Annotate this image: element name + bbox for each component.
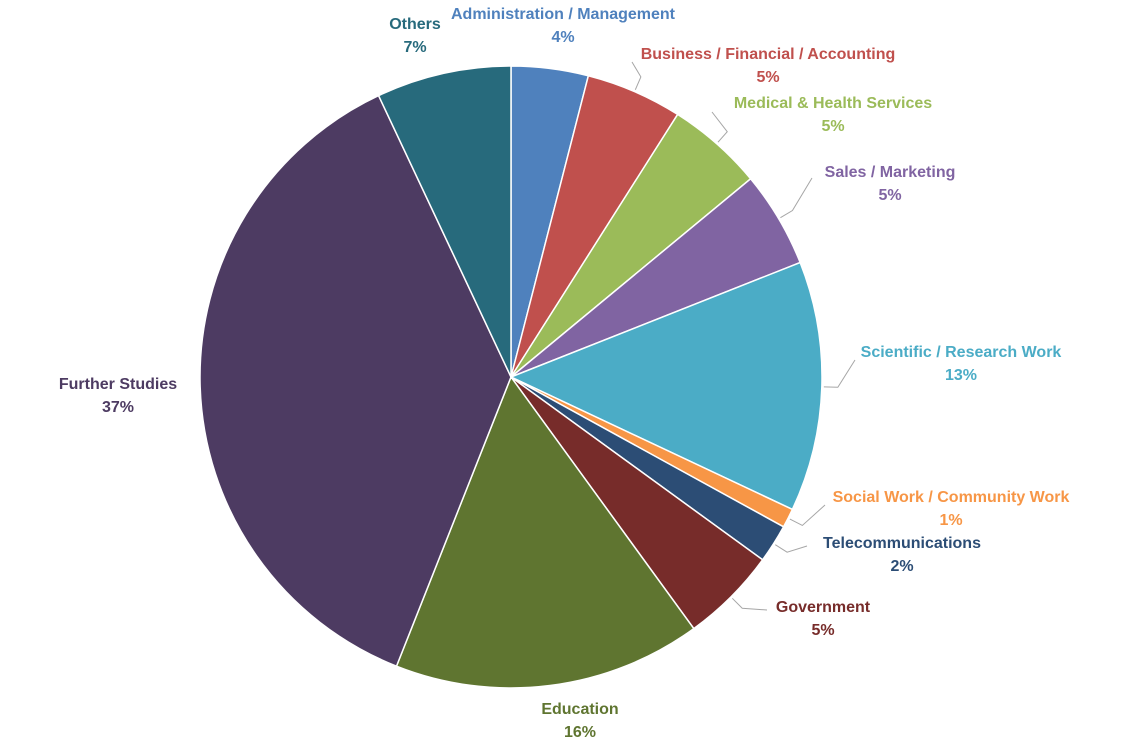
pie-slice xyxy=(395,375,695,689)
leader-line xyxy=(823,359,856,388)
slice-value-label: 16% xyxy=(564,724,596,741)
slice-value-label: 5% xyxy=(821,118,844,135)
slice-label: Education xyxy=(541,701,618,718)
pie-slice xyxy=(377,65,512,378)
slice-value-label: 2% xyxy=(890,558,913,575)
pie-slice xyxy=(509,261,823,511)
slice-label: Scientific / Research Work xyxy=(861,344,1062,361)
leader-line xyxy=(731,597,768,611)
leader-line xyxy=(789,504,826,527)
slice-value-label: 1% xyxy=(939,512,962,529)
slice-label: Others xyxy=(389,16,441,33)
slice-value-label: 5% xyxy=(878,187,901,204)
leader-line xyxy=(780,177,813,219)
slice-value-label: 7% xyxy=(403,39,426,56)
leader-line xyxy=(775,544,808,553)
slice-label: Telecommunications xyxy=(823,535,981,552)
slice-label: Further Studies xyxy=(59,376,177,393)
slice-label: Government xyxy=(776,599,871,616)
slice-label: Administration / Management xyxy=(451,6,676,23)
slice-label: Sales / Marketing xyxy=(825,164,956,181)
slice-value-label: 4% xyxy=(551,29,574,46)
pie-slice xyxy=(199,94,512,668)
slice-value-label: 5% xyxy=(756,69,779,86)
slice-label: Medical & Health Services xyxy=(734,95,932,112)
slice-value-label: 37% xyxy=(102,399,134,416)
slice-label: Business / Financial / Accounting xyxy=(641,46,896,63)
slice-value-label: 5% xyxy=(811,622,834,639)
slice-label: Social Work / Community Work xyxy=(833,489,1070,506)
leader-line xyxy=(631,61,642,90)
leader-line xyxy=(711,111,728,143)
slice-value-label: 13% xyxy=(945,367,977,384)
